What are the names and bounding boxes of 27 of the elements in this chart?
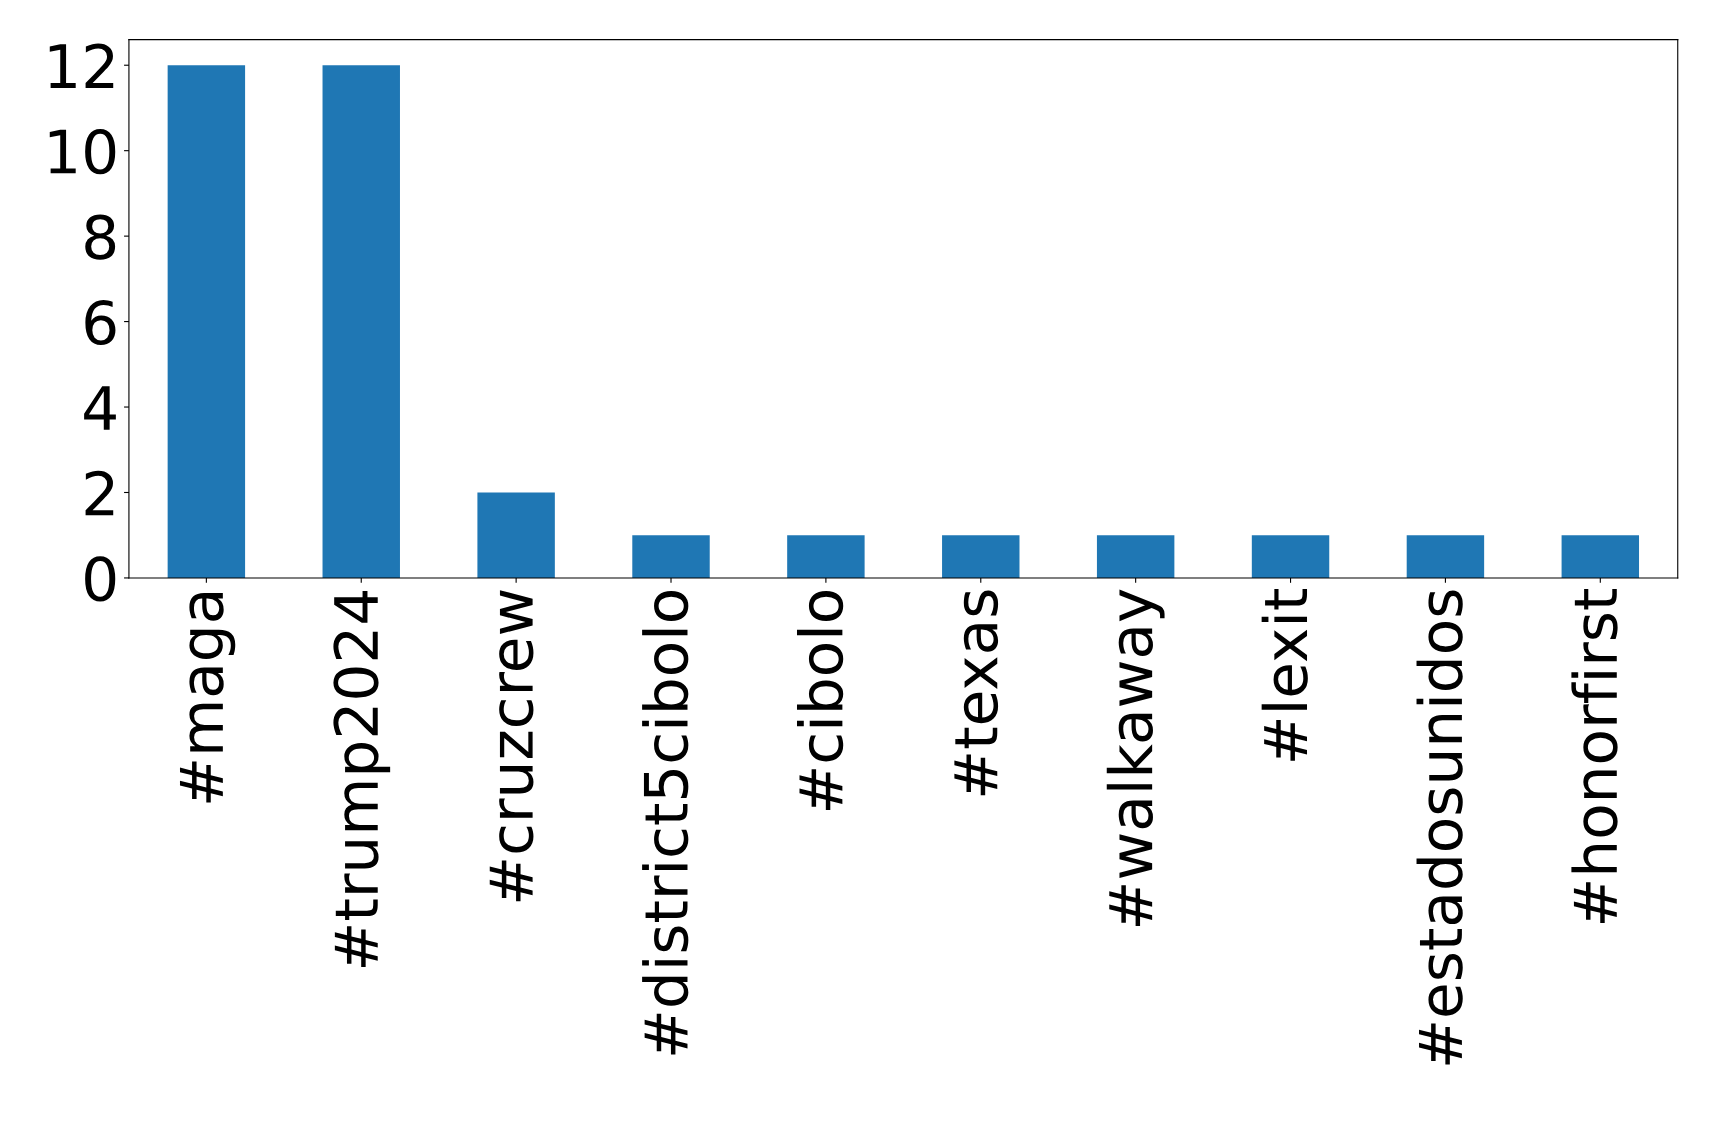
x-tick-label: #texas bbox=[954, 590, 999, 796]
bar bbox=[1096, 535, 1175, 578]
x-tick-label: #estadosunidos bbox=[1416, 590, 1463, 1065]
bar bbox=[787, 535, 865, 578]
y-tick-label: 2 bbox=[85, 470, 114, 516]
bar bbox=[322, 65, 400, 578]
x-tick-label: #lexit bbox=[1261, 589, 1308, 761]
y-tick-label: 10 bbox=[49, 129, 116, 175]
bar bbox=[477, 492, 555, 578]
x-tick-label: #cibolo bbox=[796, 590, 844, 811]
x-tick-label: #honorfirst bbox=[1571, 589, 1618, 924]
x-tick-label: #cruzcrew bbox=[489, 590, 534, 902]
bar bbox=[1251, 535, 1330, 578]
bar bbox=[1561, 535, 1640, 578]
x-tick-label: #maga bbox=[179, 593, 236, 803]
bar bbox=[632, 535, 710, 578]
x-tick-label: #district5cibolo bbox=[642, 590, 689, 1055]
y-tick-label: 0 bbox=[85, 556, 116, 602]
x-tick-label: #walkaway bbox=[1106, 589, 1165, 927]
bar bbox=[942, 535, 1020, 578]
bar bbox=[1406, 535, 1485, 578]
y-tick-label: 12 bbox=[49, 43, 114, 88]
y-tick-label: 6 bbox=[85, 299, 116, 346]
y-tick-label: 8 bbox=[85, 214, 116, 260]
y-tick-label: 4 bbox=[84, 386, 116, 430]
x-tick-label: #trump2024 bbox=[333, 591, 391, 967]
bar bbox=[167, 65, 246, 578]
